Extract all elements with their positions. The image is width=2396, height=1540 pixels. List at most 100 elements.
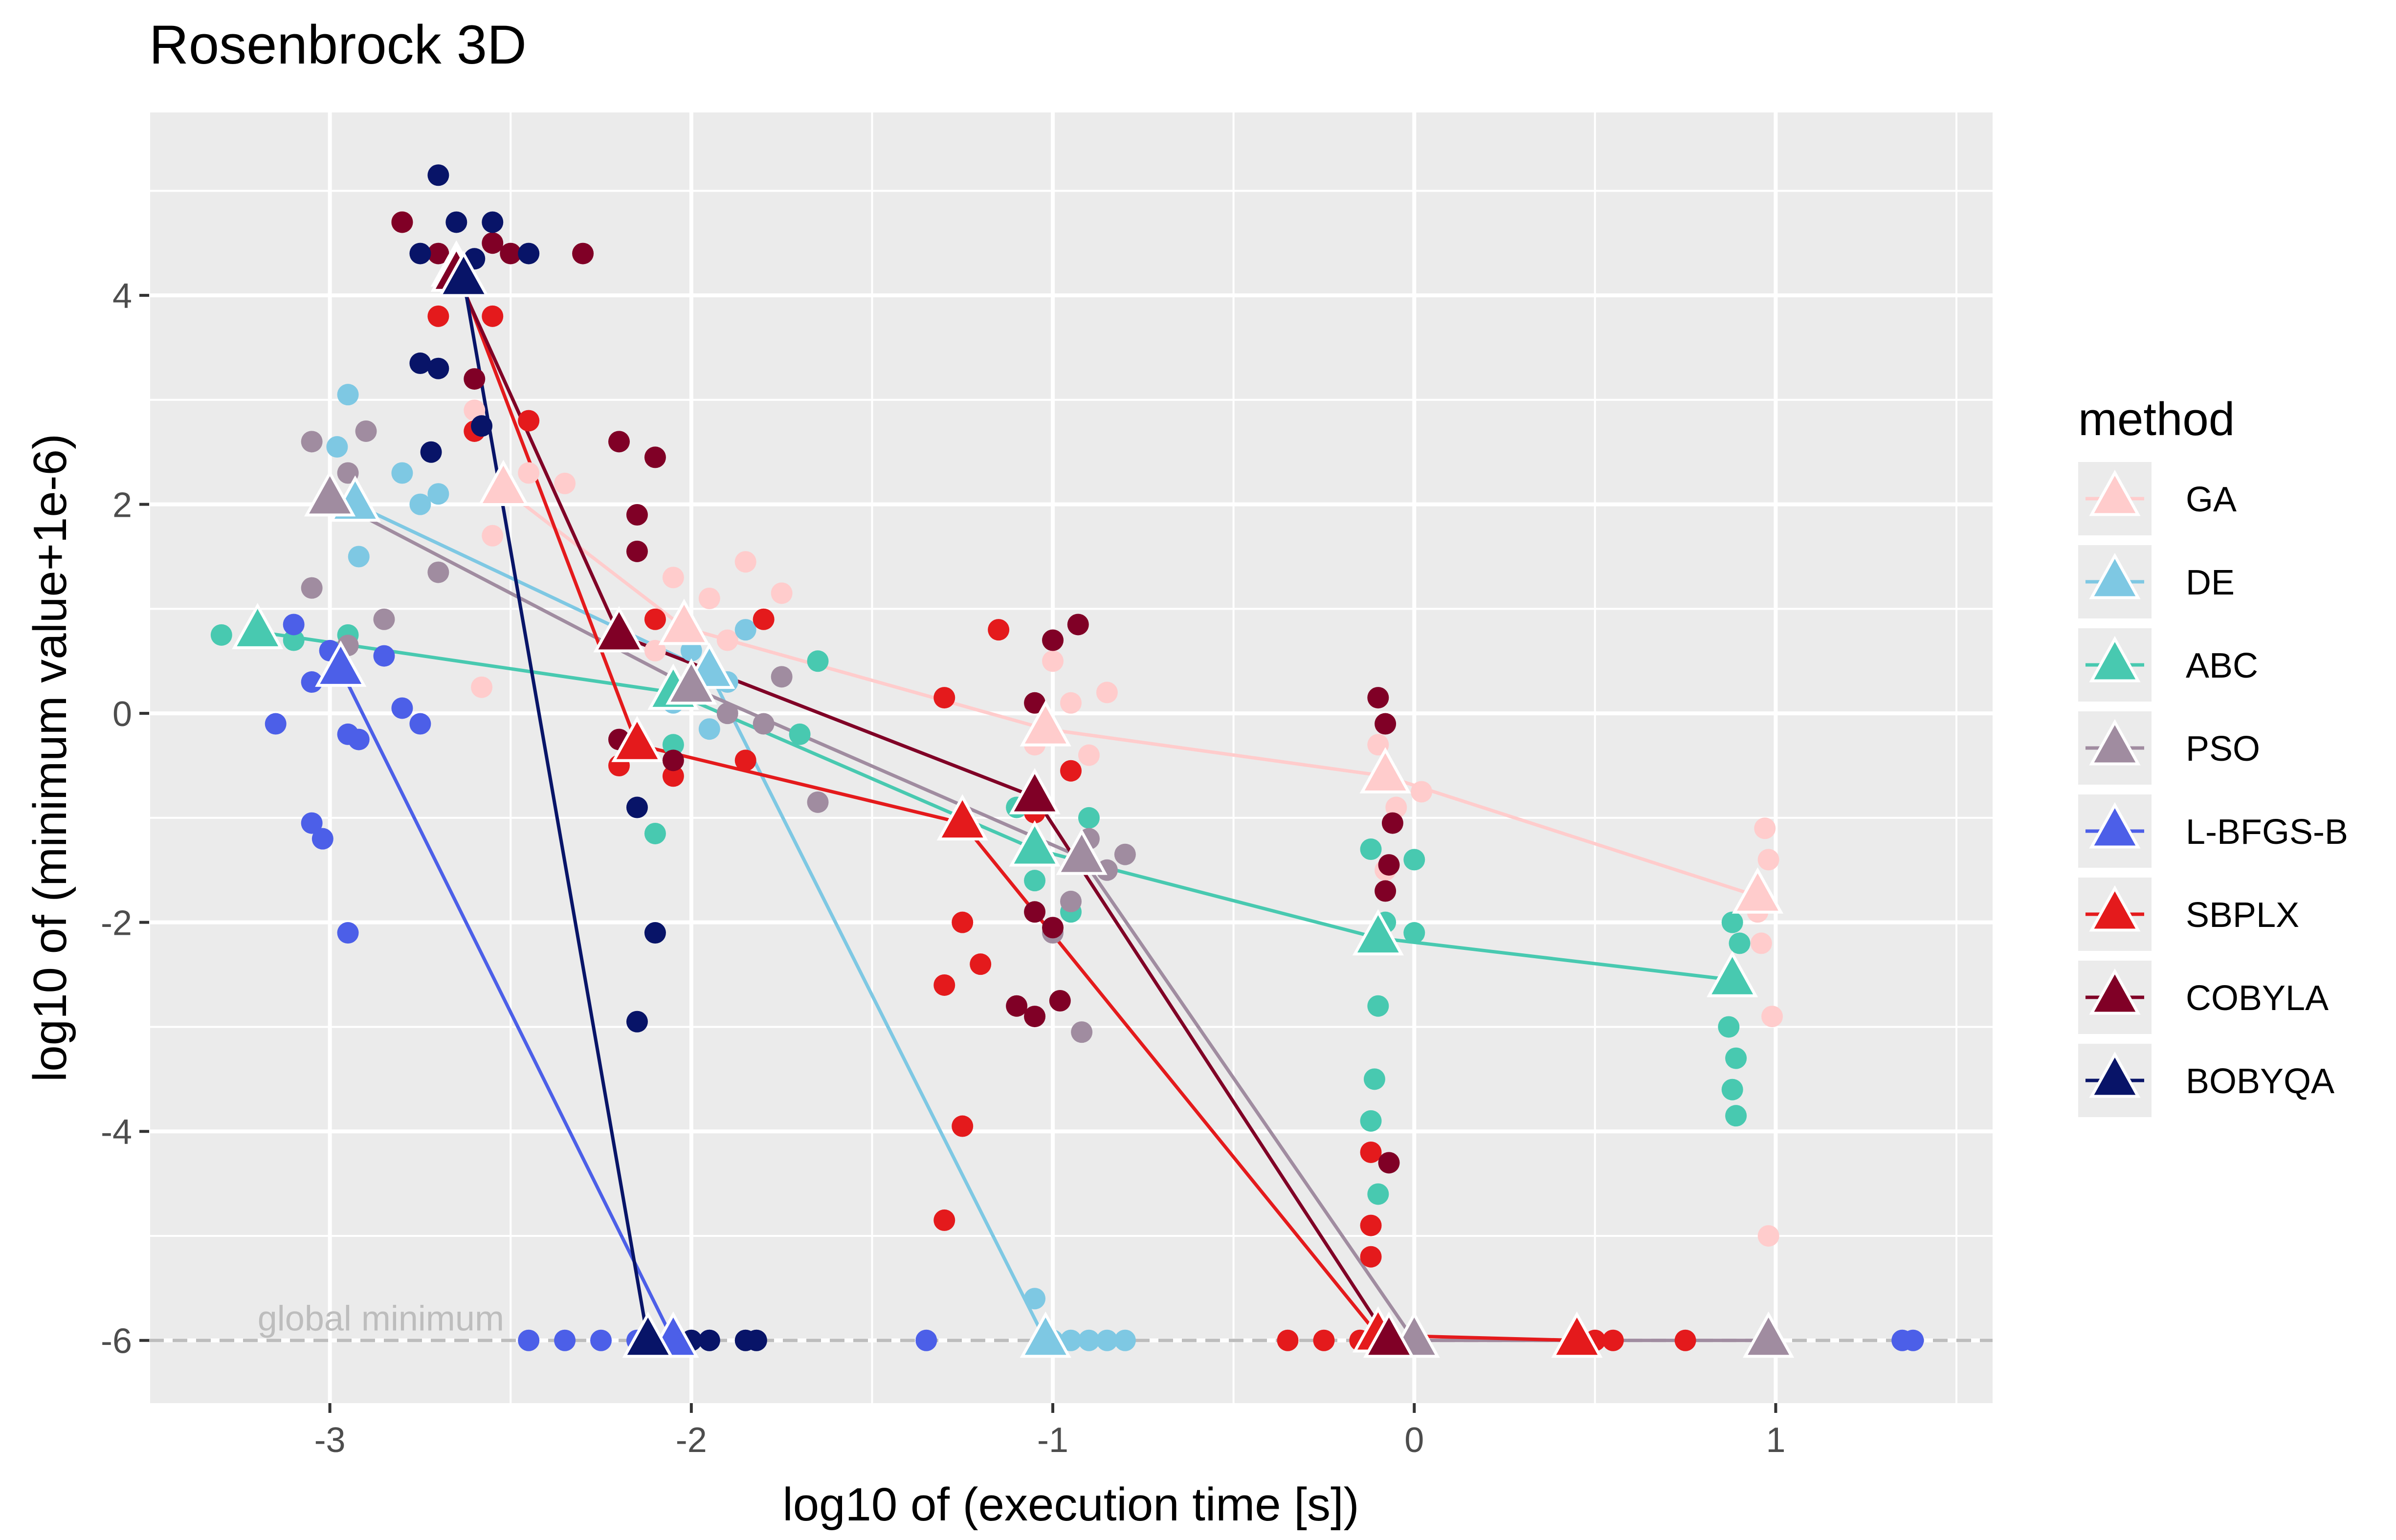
data-point-bobyqa [445,211,467,233]
y-tick-label: 2 [112,486,132,525]
data-point-sbplx [952,1115,974,1137]
data-point-bobyqa [420,441,442,463]
legend-label-abc: ABC [2186,646,2258,685]
data-point-cobyla [1024,1006,1046,1028]
data-point-ga [644,639,666,661]
data-point-de [734,619,756,641]
legend-label-de: DE [2186,563,2235,602]
data-point-sbplx [734,749,756,771]
data-point-l-bfgs-b [348,728,370,750]
data-point-abc [1024,870,1046,892]
data-point-pso [355,420,377,442]
data-point-de [1024,1288,1046,1310]
data-point-cobyla [1378,1152,1400,1174]
data-point-cobyla [1367,687,1389,709]
data-point-pso [1071,1021,1093,1043]
data-point-ga [1042,650,1064,672]
data-point-bobyqa [698,1329,720,1351]
data-point-abc [1078,807,1100,829]
data-point-pso [1060,890,1082,912]
data-point-sbplx [753,608,775,630]
data-point-cobyla [482,232,504,254]
data-point-bobyqa [644,922,666,944]
data-point-cobyla [1024,901,1046,923]
data-point-bobyqa [427,357,449,379]
legend-label-ga: GA [2186,480,2237,519]
data-point-sbplx [644,608,666,630]
legend-marker-ga [2089,469,2141,516]
data-point-ga [482,525,504,547]
data-point-abc [662,734,684,756]
legend-marker-sbplx [2089,885,2141,932]
data-point-sbplx [662,765,684,787]
mean-marker-abc [1352,909,1404,956]
data-point-pso [337,462,359,484]
data-point-bobyqa [482,211,504,233]
data-point-abc [1363,1068,1385,1090]
data-point-cobyla [644,446,666,468]
data-point-sbplx [482,305,504,327]
series-line-cobyla [455,273,1391,1342]
data-point-bobyqa [409,242,431,264]
data-point-pso [373,608,395,630]
mean-marker-sbplx [1551,1311,1603,1358]
data-point-ga [1757,1225,1779,1247]
data-point-sbplx [988,619,1010,641]
data-point-ga [1060,692,1082,714]
data-point-cobyla [662,749,684,771]
data-point-ga [716,629,738,651]
x-tick-label: -3 [314,1421,346,1460]
series-mean-markers [232,240,1795,1358]
data-point-l-bfgs-b [518,1329,540,1351]
data-point-l-bfgs-b [301,671,323,693]
data-point-l-bfgs-b [265,713,287,735]
data-point-pso [1114,843,1136,865]
data-point-de [391,462,413,484]
data-point-sbplx [933,974,955,996]
mean-marker-ga [1020,700,1071,747]
data-point-ga [698,588,720,610]
data-point-cobyla [608,431,630,453]
data-point-cobyla [1381,812,1403,834]
data-point-l-bfgs-b [301,812,323,834]
x-axis: -3 -2 -1 0 1 [314,1403,1785,1460]
series-line-bobyqa [462,279,650,1341]
data-point-bobyqa [626,796,648,818]
data-point-cobyla [1067,614,1089,636]
data-point-l-bfgs-b [337,922,359,944]
y-tick-label: 0 [112,695,132,734]
mean-marker-ga [1359,747,1411,793]
data-point-bobyqa [471,415,493,437]
data-point-pso [301,577,323,599]
data-point-ga [471,676,493,698]
data-point-cobyla [626,504,648,526]
data-point-abc [1721,1078,1743,1100]
data-point-abc [1721,911,1743,933]
mean-marker-cobyla [1009,768,1061,814]
data-point-l-bfgs-b [283,614,305,636]
data-point-abc [807,650,829,672]
data-point-cobyla [1049,990,1071,1012]
legend-marker-abc [2089,636,2141,682]
data-point-bobyqa [427,164,449,186]
data-point-pso [716,703,738,725]
data-point-de [1060,1329,1082,1351]
data-point-ga [1754,817,1776,839]
data-point-cobyla [1042,629,1064,651]
data-point-cobyla [1375,713,1397,735]
data-point-ga [1757,849,1779,871]
mean-marker-sbplx [936,794,988,841]
mean-marker-l-bfgs-b [315,640,367,687]
y-axis: -6 -4 -2 0 2 4 [101,277,149,1361]
mean-marker-abc [1707,951,1758,997]
legend-label-pso: PSO [2186,729,2260,769]
mean-marker-bobyqa [622,1311,674,1358]
data-point-cobyla [391,211,413,233]
data-point-abc [1725,1105,1747,1127]
data-point-bobyqa [745,1329,767,1351]
data-point-cobyla [1006,995,1028,1017]
data-point-sbplx [1360,1246,1382,1268]
data-point-sbplx [427,305,449,327]
data-point-abc [1367,995,1389,1017]
data-point-sbplx [1360,1141,1382,1163]
